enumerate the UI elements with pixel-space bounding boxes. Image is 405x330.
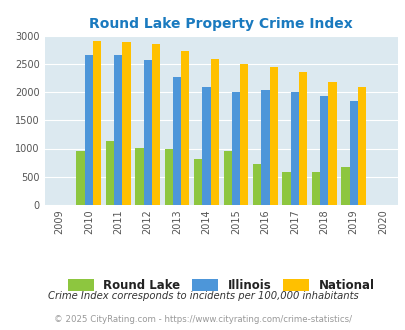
Bar [114, 55, 122, 205]
Bar [181, 51, 189, 205]
Bar [320, 96, 328, 205]
Bar [202, 87, 210, 205]
Bar [122, 42, 130, 205]
Bar [290, 92, 298, 205]
Bar [239, 64, 248, 205]
Bar [85, 55, 93, 205]
Bar [194, 159, 202, 205]
Text: Crime Index corresponds to incidents per 100,000 inhabitants: Crime Index corresponds to incidents per… [47, 291, 358, 301]
Bar [349, 101, 357, 205]
Bar [173, 77, 181, 205]
Bar [76, 151, 85, 205]
Bar [282, 172, 290, 205]
Bar [93, 41, 101, 205]
Bar [311, 172, 320, 205]
Bar [164, 149, 173, 205]
Legend: Round Lake, Illinois, National: Round Lake, Illinois, National [63, 275, 378, 297]
Bar [328, 82, 336, 205]
Bar [269, 67, 277, 205]
Bar [135, 148, 143, 205]
Bar [261, 90, 269, 205]
Bar [151, 44, 160, 205]
Text: © 2025 CityRating.com - https://www.cityrating.com/crime-statistics/: © 2025 CityRating.com - https://www.city… [54, 315, 351, 324]
Bar [223, 151, 231, 205]
Bar [252, 164, 261, 205]
Bar [106, 141, 114, 205]
Title: Round Lake Property Crime Index: Round Lake Property Crime Index [89, 17, 352, 31]
Bar [357, 87, 365, 205]
Bar [210, 59, 218, 205]
Bar [143, 60, 151, 205]
Bar [231, 92, 239, 205]
Bar [298, 72, 307, 205]
Bar [341, 167, 349, 205]
